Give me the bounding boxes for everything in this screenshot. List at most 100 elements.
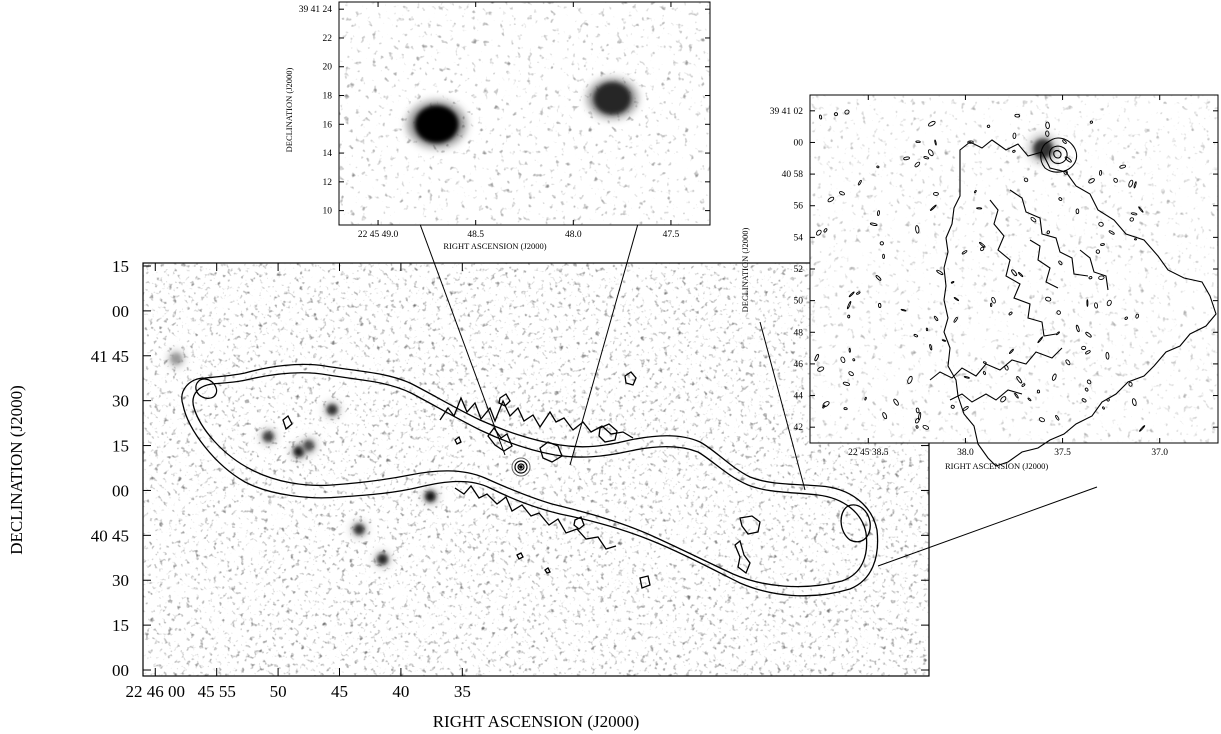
inset-right-noise-speck	[882, 412, 888, 420]
inset-right-noise-speck	[1045, 130, 1050, 137]
inset-right-panel: 22 45 38.5 38.0 37.5 37.0 42444648505254564…	[740, 94, 1219, 471]
main-y-tick-label: 00	[112, 661, 129, 680]
inset-top-y-tick-label: 39 41 24	[299, 5, 333, 15]
inset-right-noise-speck	[915, 407, 920, 414]
main-inner-contour	[192, 372, 868, 588]
inset-right-noise-speck	[840, 356, 846, 364]
inset-right-noise-speck	[903, 156, 910, 161]
main-lower-ragged-edge	[454, 484, 617, 550]
inset-right-noise-speck	[852, 358, 856, 362]
main-source	[170, 353, 182, 365]
inset-top-x-tick-label: 48.0	[565, 230, 582, 240]
inset-right-noise-speck	[1021, 383, 1026, 387]
main-x-tick-label: 40	[392, 682, 409, 701]
inset-right-noise-speck	[817, 366, 825, 372]
inset-right-y-tick-label: 50	[794, 297, 804, 307]
inset-right-noise-speck	[823, 228, 828, 233]
inset-right-y-tick-label: 44	[794, 392, 804, 402]
inset-top-x-axis-title: RIGHT ASCENSION (J2000)	[443, 241, 546, 251]
inset-right-noise-speck	[961, 250, 968, 255]
inset-right-noise-speck	[1062, 139, 1067, 144]
inset-right-noise-speck	[1004, 364, 1009, 371]
inset-right-noise-speck	[1011, 269, 1018, 277]
main-noise-texture	[143, 263, 929, 676]
inset-right-y-tick-label: 40 58	[782, 170, 804, 180]
inset-right-noise-speck	[1081, 398, 1087, 403]
main-source	[424, 490, 436, 502]
inset-right-y-tick-label: 00	[794, 138, 804, 148]
inset-right-noise-speck	[1075, 208, 1080, 215]
inset-right-y-tick-label: 42	[794, 423, 804, 433]
main-west-lobe-ring	[195, 378, 218, 399]
inset-right-noise-speck	[1108, 230, 1115, 235]
inset-right-noise-speck	[1089, 120, 1094, 124]
inset-right-noise-speck	[1099, 170, 1103, 176]
inset-right-core-inner	[1049, 145, 1068, 164]
inset-right-noise-speck	[1088, 276, 1093, 280]
inset-right-noise-speck	[915, 425, 919, 429]
main-x-tick-label: 50	[270, 682, 287, 701]
main-source	[376, 553, 388, 565]
inset-right-noise-speck	[950, 281, 955, 284]
inset-right-noise-speck	[1012, 149, 1016, 153]
inset-right-noise-speck	[915, 140, 921, 144]
inset-right-noise-speck	[1055, 415, 1060, 421]
inset-right-noise-speck	[913, 333, 919, 338]
main-y-tick-label: 40 45	[91, 526, 129, 545]
inset-right-noise-speck	[876, 210, 880, 216]
inset-right-sources	[1027, 132, 1060, 165]
inset-right-noise-speck	[879, 241, 884, 246]
inset-right-noise-speck	[839, 191, 845, 196]
inset-top-y-axis: 10 12 14 16 18 20 22 39 41 24	[299, 5, 710, 217]
main-y-tick-label: 30	[112, 571, 129, 590]
main-y-tick-label: 15	[112, 437, 129, 456]
inset-right-core-ring	[1053, 149, 1062, 159]
main-panel: 22 46 00 45 55 50 45 40 35 00 15 30 40 45 00 15 30 4…	[7, 257, 930, 731]
inset-top-y-tick-label: 10	[323, 207, 333, 217]
main-jet-contour-6	[573, 516, 585, 530]
inset-right-noise-speck	[1102, 406, 1105, 410]
main-jet-contour-8	[734, 539, 751, 575]
inset-right-noise-speck	[814, 353, 820, 362]
main-source	[262, 431, 274, 443]
inset-right-noise-speck	[846, 300, 852, 310]
inset-right-noise-speck	[1098, 275, 1105, 280]
inset-right-noise-speck	[847, 314, 851, 319]
main-source	[353, 523, 365, 535]
inset-right-noise-speck	[962, 406, 969, 411]
inset-right-noise-speck	[848, 347, 851, 353]
inset-right-noise-speck	[819, 114, 823, 120]
inset-right-noise-speck	[982, 361, 987, 364]
inset-top-y-tick-label: 20	[323, 63, 333, 73]
main-plot-frame	[142, 262, 930, 677]
connector-right-lower	[877, 486, 1098, 567]
inset-top-panel: 22 45 49.0 48.5 48.0 47.5 10 12 14 16 18 20 22 39 …	[284, 1, 711, 251]
inset-right-noise-speck	[929, 204, 937, 211]
inset-top-y-tick-label: 12	[323, 178, 333, 188]
inset-top-frame	[338, 1, 711, 226]
inset-right-noise-speck	[1058, 197, 1063, 201]
inset-right-noise-speck	[933, 315, 939, 322]
main-east-extension	[739, 515, 761, 535]
inset-right-noise-speck	[1017, 271, 1024, 278]
inset-right-noise-speck	[967, 140, 974, 144]
inset-top-y-tick-label: 14	[323, 149, 333, 159]
main-x-tick-label: 45 55	[198, 682, 236, 701]
main-y-tick-label: 00	[112, 302, 129, 321]
inset-right-x-tick-label: 38.0	[957, 448, 974, 458]
inset-right-noise-speck	[1129, 217, 1135, 222]
inset-right-noise-speck	[893, 398, 899, 406]
inset-right-noise-speck	[1081, 345, 1087, 351]
inset-right-noise-speck	[950, 404, 955, 409]
main-y-tick-label: 30	[112, 392, 129, 411]
inset-right-noise-speck	[848, 371, 854, 377]
inset-right-y-tick-label: 52	[794, 265, 804, 275]
main-jet-contour-7	[639, 575, 651, 589]
inset-right-noise-speck	[1000, 396, 1007, 403]
inset-right-noise-speck	[843, 407, 848, 411]
main-jet-contour-5	[498, 393, 511, 407]
main-jet-contour-9	[282, 414, 293, 431]
inset-right-noise-speck	[1058, 260, 1063, 266]
inset-right-noise-speck	[918, 412, 922, 421]
inset-right-noise-speck	[1106, 398, 1110, 402]
